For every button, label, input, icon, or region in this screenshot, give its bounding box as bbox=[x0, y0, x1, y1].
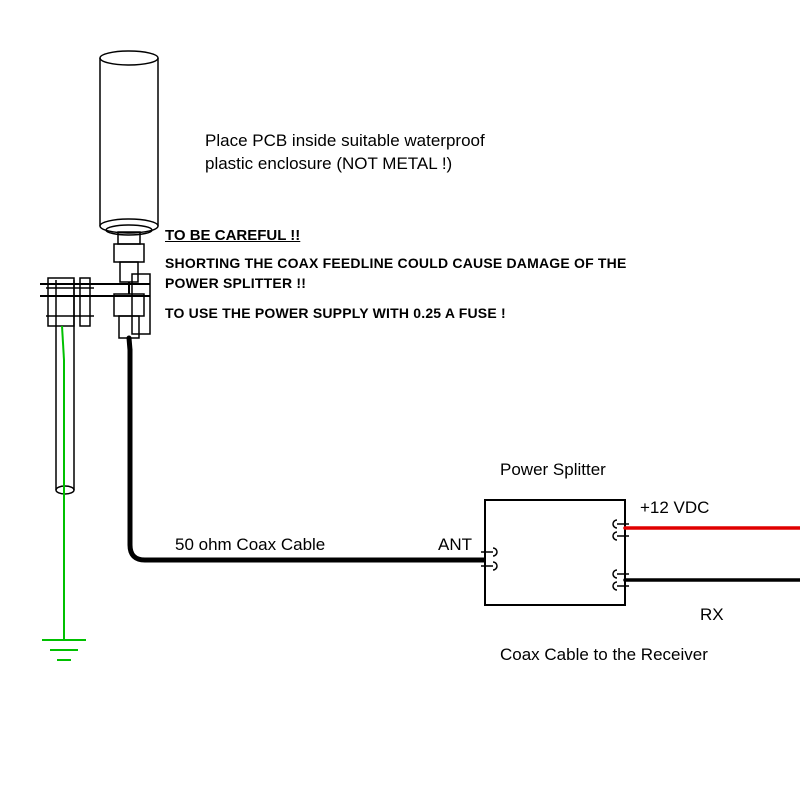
warning-line1: SHORTING THE COAX FEEDLINE COULD CAUSE D… bbox=[165, 255, 627, 271]
instruction-line2: plastic enclosure (NOT METAL !) bbox=[205, 154, 452, 173]
ant-label: ANT bbox=[438, 535, 472, 555]
vdc-label: +12 VDC bbox=[640, 498, 709, 518]
coax-label: 50 ohm Coax Cable bbox=[175, 535, 325, 555]
warning-line2: POWER SPLITTER !! bbox=[165, 275, 306, 291]
instruction-line1: Place PCB inside suitable waterproof bbox=[205, 131, 485, 150]
receiver-label: Coax Cable to the Receiver bbox=[500, 645, 708, 665]
diagram-svg bbox=[0, 0, 800, 800]
rx-label: RX bbox=[700, 605, 724, 625]
instruction-text: Place PCB inside suitable waterproof pla… bbox=[205, 130, 625, 176]
warning-line3: TO USE THE POWER SUPPLY WITH 0.25 A FUSE… bbox=[165, 305, 506, 321]
warning-title: TO BE CAREFUL !! bbox=[165, 227, 300, 244]
splitter-label: Power Splitter bbox=[500, 460, 606, 480]
